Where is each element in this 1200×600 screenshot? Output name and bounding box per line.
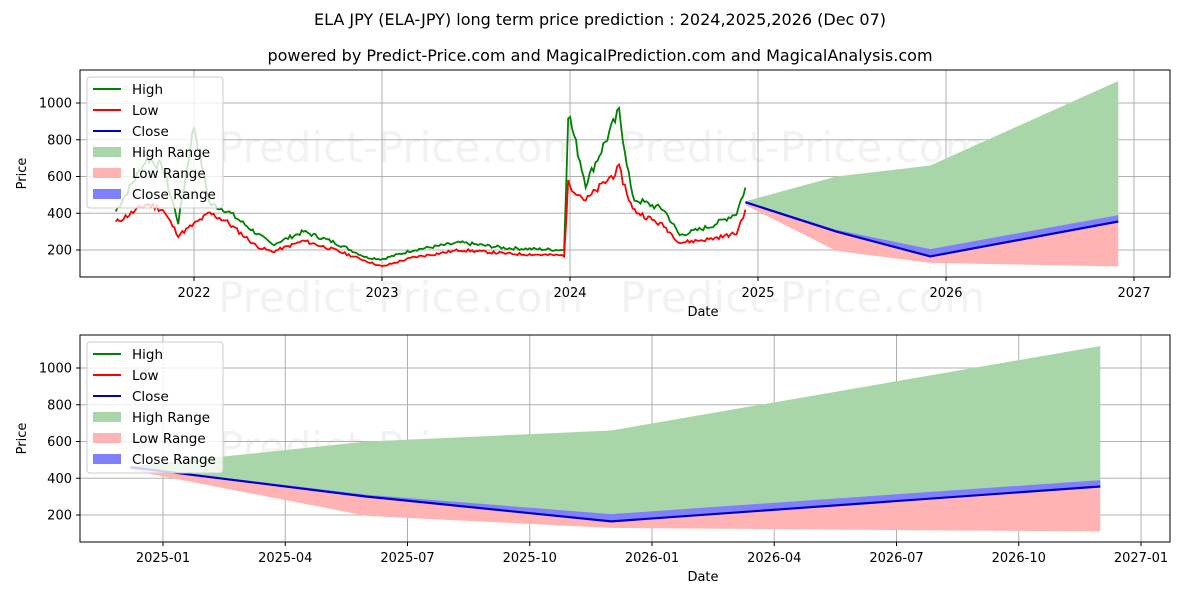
y-tick-label: 400 [47, 207, 72, 222]
plot-area [114, 81, 1119, 268]
y-tick-label: 800 [47, 398, 72, 413]
close-range-area [745, 201, 1119, 257]
legend-close-range-label: Close Range [132, 452, 216, 468]
y-tick-label: 1000 [39, 362, 72, 377]
legend-low: Low [93, 368, 159, 384]
x-tick-label: 2025-04 [258, 551, 312, 566]
legend-high-range: High Range [93, 410, 210, 426]
low-range-area [745, 202, 1119, 267]
legend-close-range: Close Range [93, 452, 216, 468]
x-tick-label: 2026-04 [747, 551, 801, 566]
x-tick-label: 2026 [929, 286, 962, 301]
y-tick-label: 600 [47, 435, 72, 450]
legend-high-range-label: High Range [132, 145, 210, 161]
x-tick-label: 2026-01 [625, 551, 679, 566]
legend-low-range: Low Range [93, 166, 206, 182]
x-tick-label: 2025-10 [503, 551, 557, 566]
y-axis-label: Price [15, 158, 30, 190]
y-axis-label: Price [15, 423, 30, 455]
legend-low-range: Low Range [93, 431, 206, 447]
x-tick-label: 2025-07 [380, 551, 434, 566]
y-tick-label: 200 [47, 244, 72, 259]
legend-low-range-label: Low Range [132, 431, 206, 447]
x-axis-label: Date [687, 570, 718, 585]
legend-high: High [93, 82, 163, 98]
x-tick-label: 2022 [177, 286, 210, 301]
high-range-area [130, 346, 1101, 522]
legend-close: Close [93, 124, 169, 140]
x-tick-label: 2023 [365, 286, 398, 301]
legend-close: Close [93, 389, 169, 405]
legend-high-label: High [132, 347, 163, 363]
y-tick-label: 200 [47, 509, 72, 524]
y-tick-label: 1000 [39, 97, 72, 112]
legend-low-label: Low [132, 103, 159, 119]
high-line [114, 105, 747, 261]
legend-close-range: Close Range [93, 187, 216, 203]
chart-title: ELA JPY (ELA-JPY) long term price predic… [313, 10, 887, 29]
x-axis-label: Date [687, 305, 718, 320]
legend-low-range-label: Low Range [132, 166, 206, 182]
y-tick-label: 800 [47, 133, 72, 148]
x-tick-label: 2026-10 [992, 551, 1046, 566]
legend: High Low Close High Range Low Range Close Ran… [86, 341, 224, 474]
axes-frame [79, 69, 1171, 278]
x-tick-label: 2027-01 [1114, 551, 1168, 566]
axes-frame [79, 334, 1171, 543]
x-tick-label: 2025 [741, 286, 774, 301]
y-tick-label: 400 [47, 472, 72, 487]
x-tick-label: 2026-07 [869, 551, 923, 566]
legend-high: High [93, 347, 163, 363]
watermark-text: Predict-Price.com [218, 273, 583, 322]
chart-panel-top: Predict-Price.com Predict-Price.com Predic… [15, 69, 1171, 322]
x-tick-label: 2024 [553, 286, 586, 301]
plot-area [130, 346, 1101, 532]
legend-high-label: High [132, 82, 163, 98]
x-tick-label: 2027 [1117, 286, 1150, 301]
chart-subtitle: powered by Predict-Price.com and Magical… [267, 46, 933, 65]
legend-low: Low [93, 103, 159, 119]
legend-close-label: Close [132, 389, 169, 405]
close-range-area [130, 466, 1101, 522]
high-range-area [745, 81, 1119, 257]
watermark-text: Predict-Price.com [620, 123, 985, 172]
x-tick-label: 2025-01 [136, 551, 190, 566]
watermark-text: Predict-Price.com [620, 273, 985, 322]
legend-close-label: Close [132, 124, 169, 140]
close-line [130, 466, 1101, 523]
legend-high-range: High Range [93, 145, 210, 161]
close-line [745, 201, 1119, 258]
y-tick-label: 600 [47, 170, 72, 185]
watermark-text: Predict-Price.com [218, 123, 583, 172]
legend-low-label: Low [132, 368, 159, 384]
low-line [114, 162, 747, 268]
chart-panel-bottom: Predict-Price.comPredict-Price.com200400… [15, 334, 1171, 585]
low-range-area [130, 467, 1101, 532]
legend-high-range-label: High Range [132, 410, 210, 426]
legend: High Low Close High Range Low Range Close Ran… [86, 76, 224, 209]
legend-close-range-label: Close Range [132, 187, 216, 203]
